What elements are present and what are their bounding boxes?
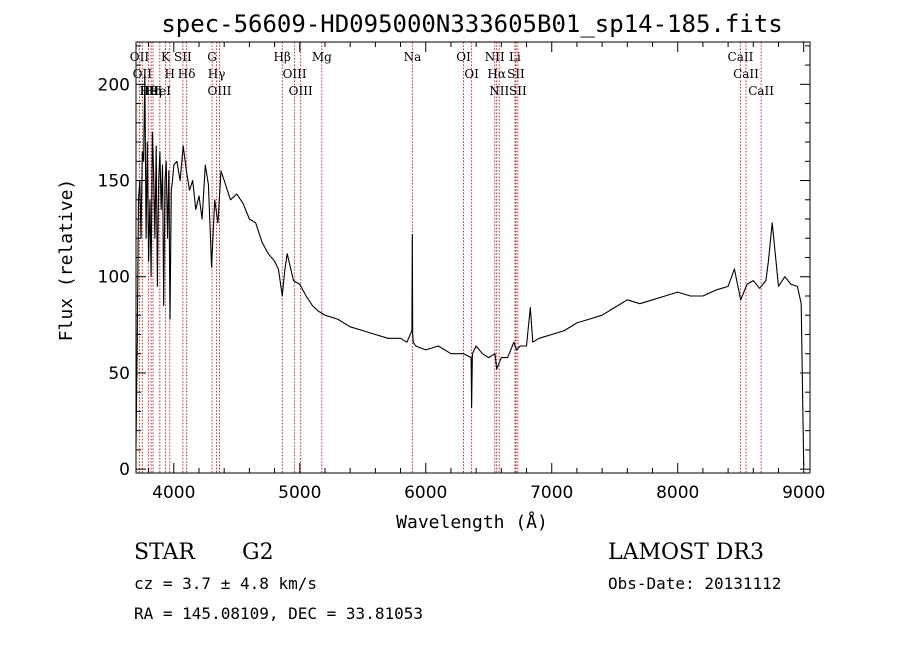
x-tick-label: 9000 — [782, 483, 825, 503]
y-tick-label: 100 — [98, 268, 130, 288]
spectral-line-label: Hβ — [274, 50, 291, 64]
x-axis: 4000 5000 6000 7000 8000 9000 — [148, 42, 825, 503]
spectral-line-label: OII — [133, 67, 153, 81]
x-tick-label: 6000 — [404, 483, 447, 503]
spectral-line-label: NII — [489, 84, 509, 98]
spectral-line-label: NII — [485, 50, 505, 64]
redshift-text: cz = 3.7 ± 4.8 km/s — [134, 574, 317, 593]
spectral-line-label: CaII — [748, 84, 774, 98]
spectral-subclass: G2 — [242, 540, 274, 565]
y-axis: 0 50 100 150 200 — [98, 45, 810, 480]
spectral-line-label: Hη — [144, 84, 162, 98]
spectral-line-markers — [138, 42, 762, 473]
spectral-line-label: Hδ — [178, 67, 196, 81]
spectral-line-label: SII — [509, 84, 527, 98]
y-tick-label: 0 — [119, 460, 130, 480]
y-tick-label: 150 — [98, 172, 130, 192]
y-tick-label: 200 — [98, 75, 130, 95]
spectral-line-label: Mg — [312, 50, 332, 64]
x-tick-label: 5000 — [278, 483, 321, 503]
x-tick-label: 4000 — [152, 483, 195, 503]
spectral-line-label: HeI — [149, 84, 172, 98]
spectral-line-label: SII — [174, 50, 192, 64]
x-axis-label: Wavelength (Å) — [396, 511, 548, 533]
object-type: STAR — [134, 540, 196, 565]
y-tick-label: 50 — [108, 364, 130, 384]
spectral-line-label: HeI — [140, 84, 163, 98]
spectrum-line — [135, 74, 805, 466]
spectral-line-label: OIII — [289, 84, 313, 98]
x-tick-label: 7000 — [530, 483, 573, 503]
survey-name: LAMOST DR3 — [608, 540, 764, 565]
spectral-line-label: H — [165, 67, 175, 81]
spectral-line-label: CaII — [728, 50, 754, 64]
spectral-line-label: OIII — [207, 84, 231, 98]
spectral-line-label: Hγ — [208, 67, 226, 81]
spectral-line-label: G — [207, 50, 217, 64]
spectral-line-label: OIII — [283, 67, 307, 81]
x-tick-label: 8000 — [656, 483, 699, 503]
spectral-line-label: Hθ — [139, 84, 157, 98]
spectral-line-label: Hα — [487, 67, 506, 81]
spectral-line-label: CaII — [733, 67, 759, 81]
y-axis-label: Flux (relative) — [56, 179, 77, 342]
spectral-line-label: OI — [464, 67, 479, 81]
chart-title: spec-56609-HD095000N333605B01_sp14-185.f… — [161, 10, 782, 38]
plot-frame — [135, 41, 811, 474]
spectral-line-label: OI — [456, 50, 471, 64]
spectral-line-label: SII — [507, 67, 525, 81]
spectral-line-label: OII — [130, 50, 150, 64]
spectral-line-label: Na — [404, 50, 422, 64]
coordinates-text: RA = 145.08109, DEC = 33.81053 — [134, 604, 423, 623]
spectral-line-label: Li — [509, 50, 521, 64]
spectral-line-label: K — [161, 50, 171, 64]
obs-date-text: Obs-Date: 20131112 — [608, 574, 781, 593]
